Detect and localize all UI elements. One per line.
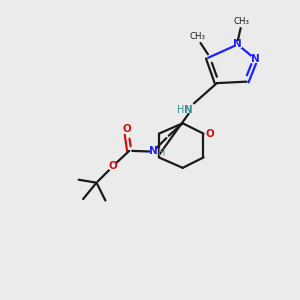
Text: H: H xyxy=(177,105,184,115)
Bar xyxy=(150,148,156,155)
Bar xyxy=(185,106,192,113)
Text: CH₃: CH₃ xyxy=(190,32,206,41)
Bar xyxy=(206,130,213,137)
Bar xyxy=(233,41,242,48)
Bar xyxy=(109,163,117,170)
Text: N: N xyxy=(148,146,157,157)
Text: N: N xyxy=(251,54,260,64)
Text: N: N xyxy=(184,105,193,115)
Text: CH₃: CH₃ xyxy=(233,17,249,26)
Text: O: O xyxy=(122,124,131,134)
Bar xyxy=(123,127,131,134)
Bar xyxy=(251,56,260,63)
Text: O: O xyxy=(109,161,117,171)
Text: N: N xyxy=(233,40,242,50)
Text: H: H xyxy=(158,148,165,158)
Text: O: O xyxy=(205,129,214,139)
